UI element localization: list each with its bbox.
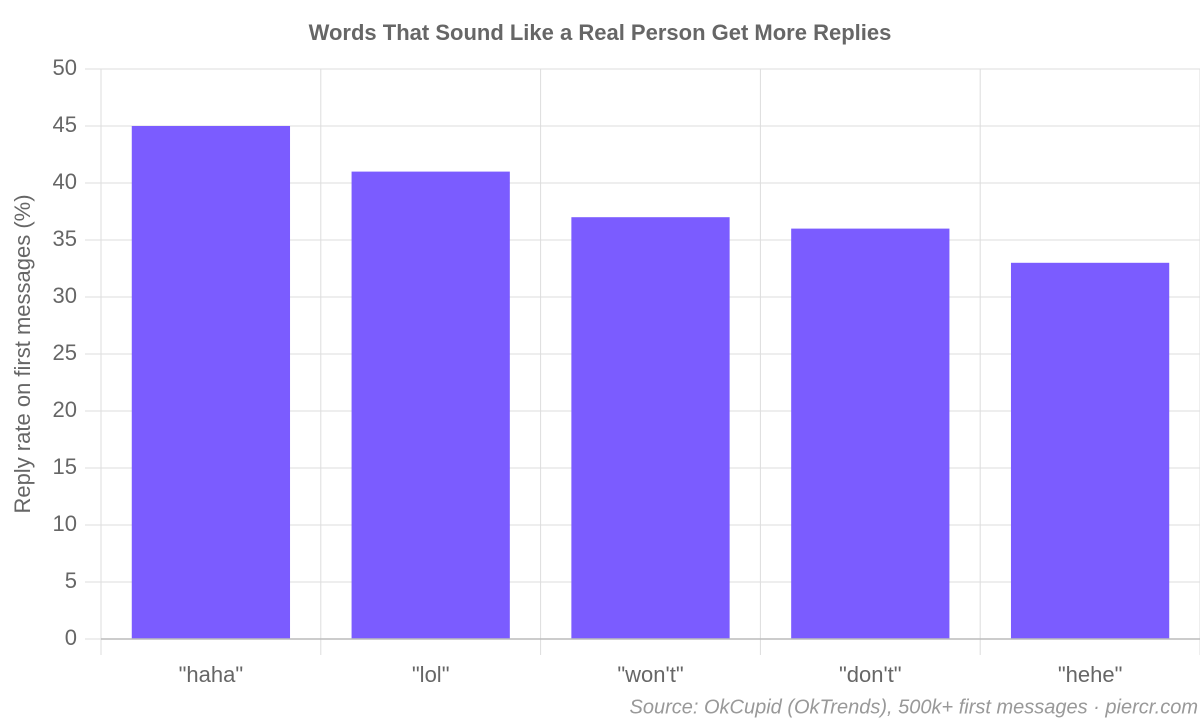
x-tick-label: "don't" xyxy=(839,662,902,687)
y-tick-label: 20 xyxy=(53,397,77,422)
source-note: Source: OkCupid (OkTrends), 500k+ first … xyxy=(629,696,1198,718)
y-tick-label: 10 xyxy=(53,511,77,536)
chart-title: Words That Sound Like a Real Person Get … xyxy=(309,20,892,45)
y-tick-label: 25 xyxy=(53,340,77,365)
y-tick-label: 35 xyxy=(53,226,77,251)
x-tick-label: "won't" xyxy=(617,662,683,687)
bar xyxy=(351,171,510,639)
y-tick-label: 15 xyxy=(53,454,77,479)
x-tick-label: "lol" xyxy=(412,662,450,687)
bar xyxy=(131,126,291,639)
bar xyxy=(1010,262,1170,639)
y-tick-label: 5 xyxy=(65,568,77,593)
x-tick-label: "haha" xyxy=(179,662,244,687)
y-tick-label: 45 xyxy=(53,112,77,137)
y-axis-label: Reply rate on first messages (%) xyxy=(10,194,35,513)
y-tick-label: 40 xyxy=(53,169,77,194)
x-tick-label: "hehe" xyxy=(1058,662,1123,687)
y-tick-label: 0 xyxy=(65,625,77,650)
bar xyxy=(571,217,730,639)
y-tick-label: 50 xyxy=(53,55,77,80)
bar xyxy=(791,228,950,639)
y-tick-label: 30 xyxy=(53,283,77,308)
